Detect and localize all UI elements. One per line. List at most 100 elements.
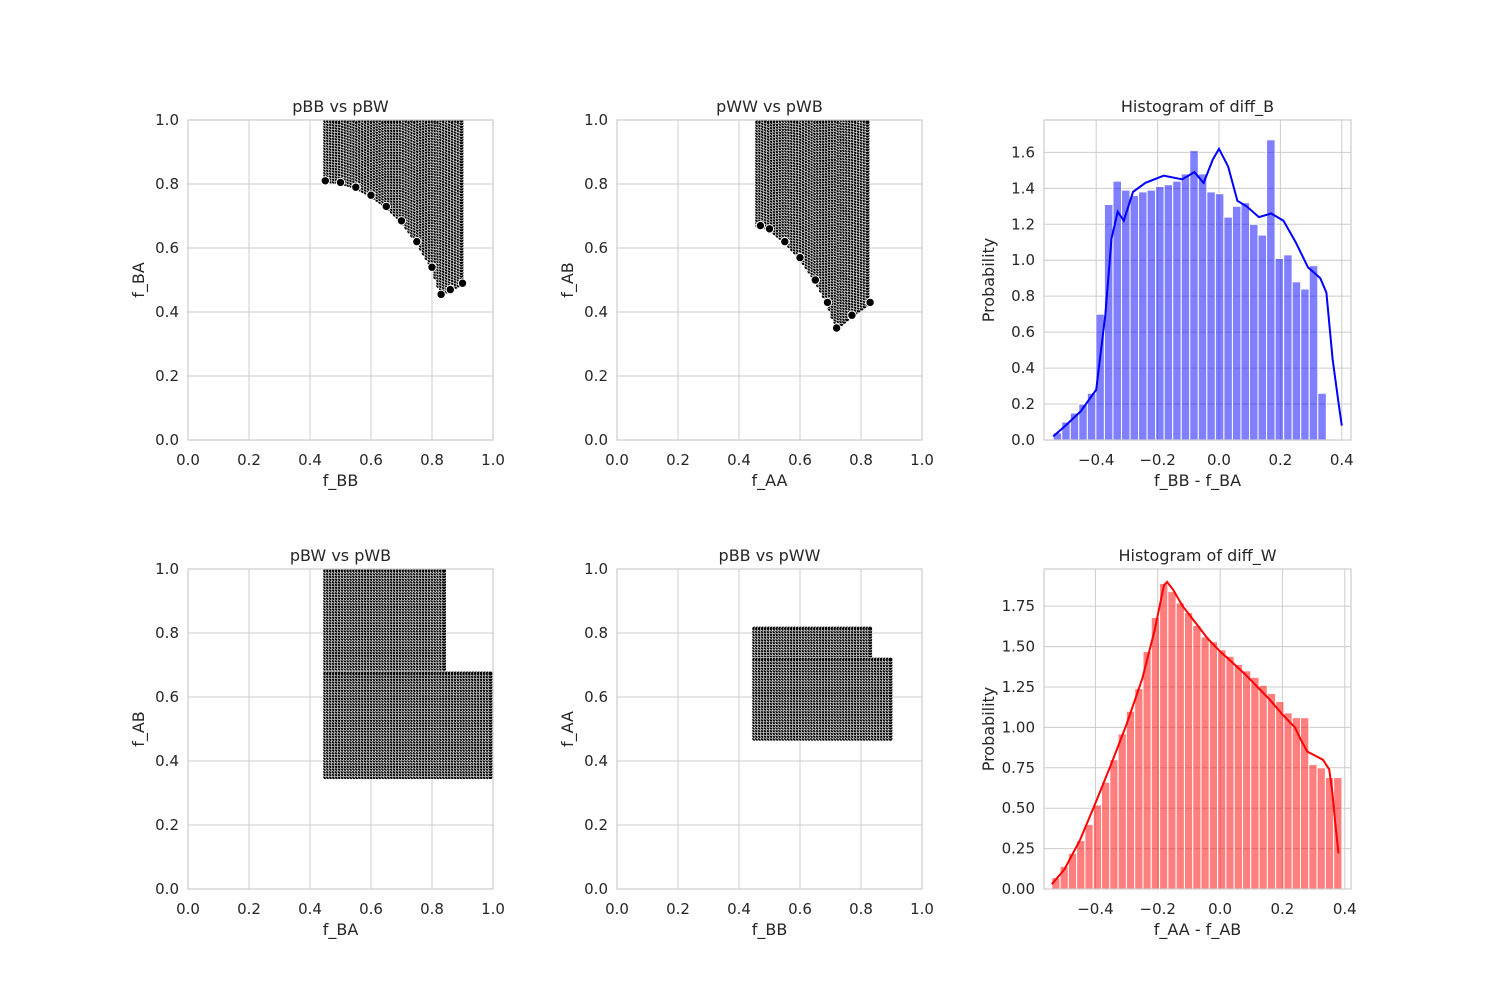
histogram-bar bbox=[1300, 288, 1310, 440]
y-tick-label: 1.0 bbox=[1011, 251, 1035, 269]
histogram-bar bbox=[1291, 281, 1302, 440]
x-tick-label: 0.8 bbox=[849, 451, 873, 469]
boundary-point bbox=[366, 190, 376, 200]
data-marks bbox=[1052, 139, 1343, 440]
chart-panel-1: 0.0 0.2 0.4 0.6 0.8 1.00.00.20.40.60.81.0f_BB… bbox=[129, 97, 505, 491]
plot-frame bbox=[187, 119, 494, 441]
x-tick-label: 0.6 bbox=[359, 451, 383, 469]
panels: 0.0 0.2 0.4 0.6 0.8 1.0 0.0 0.2 0.4 0.6 0.8 1.0 f_BB… bbox=[129, 97, 1357, 940]
histogram-bar bbox=[1172, 180, 1182, 440]
y-tick-label: 0.2 bbox=[155, 367, 179, 385]
histogram-bar bbox=[1266, 139, 1276, 440]
boundary-point bbox=[780, 236, 790, 247]
y-tick-label: 1.0 bbox=[155, 111, 179, 129]
y-axis-title: f_AB bbox=[558, 262, 578, 298]
x-tick-label: 1.0 bbox=[910, 451, 934, 469]
boundary-point bbox=[335, 177, 346, 188]
y-tick-label: 0.6 bbox=[584, 239, 608, 257]
boundary-point bbox=[412, 236, 422, 247]
boundary-point bbox=[831, 323, 842, 333]
data-marks bbox=[322, 569, 493, 780]
kde-line bbox=[1052, 146, 1343, 438]
y-tick-label: 1.6 bbox=[1011, 143, 1035, 161]
y-tick-label: 0.2 bbox=[1011, 395, 1035, 413]
boundary-point bbox=[445, 284, 455, 295]
histogram-bar bbox=[1112, 180, 1122, 440]
histogram-bar bbox=[1214, 193, 1225, 440]
chart-panel-3: −0.4 −0.2 0.0 0.2 0.4 0.0 0.2 0.4 0.6 0.8 1.0 1.2 1.… bbox=[979, 97, 1354, 491]
y-tick-label: 0.4 bbox=[155, 303, 179, 321]
histogram-bar bbox=[1180, 173, 1191, 440]
y-tick-label: 0.6 bbox=[155, 239, 179, 257]
y-tick-label: 0.2 bbox=[584, 367, 608, 385]
histogram-bar bbox=[1274, 257, 1285, 440]
chart-title: pWW vs pWB bbox=[716, 97, 823, 116]
histogram-bar bbox=[1231, 205, 1242, 440]
chart-title: Histogram of diff_B bbox=[1121, 97, 1274, 117]
histogram-bar bbox=[1163, 184, 1174, 440]
data-marks bbox=[754, 120, 875, 333]
x-axis-title: f_BB - f_BA bbox=[1154, 471, 1241, 491]
chart-panel-4: 0.0 0.2 0.4 0.6 0.8 1.00.00.20.40.60.81.0f_BA… bbox=[129, 546, 505, 940]
histogram-bar bbox=[1146, 189, 1157, 440]
y-axis-title: Probability bbox=[979, 238, 998, 323]
boundary-point bbox=[351, 182, 361, 192]
histogram-bar bbox=[1257, 234, 1268, 440]
x-tick-label: 0.0 bbox=[1207, 451, 1231, 469]
x-axis-title: f_AA bbox=[752, 471, 788, 491]
x-tick-label: 0.4 bbox=[727, 451, 751, 469]
data-marks bbox=[320, 120, 468, 300]
chart-panel-2: 0.0 0.2 0.4 0.6 0.8 1.00.00.20.40.60.81.0f_AA… bbox=[558, 97, 934, 491]
y-tick-label: 0.8 bbox=[584, 175, 608, 193]
scatter-point bbox=[864, 120, 871, 125]
x-tick-label: −0.2 bbox=[1139, 451, 1175, 469]
y-tick-label: 0.0 bbox=[1011, 431, 1035, 449]
histogram-bar bbox=[1249, 223, 1259, 440]
plot-frame bbox=[1043, 119, 1352, 441]
plot-frame bbox=[616, 119, 923, 441]
y-tick-label: 0.6 bbox=[1011, 323, 1035, 341]
histogram-bar bbox=[1189, 150, 1199, 440]
y-tick-label: 1.4 bbox=[1011, 179, 1035, 197]
x-tick-label: 0.2 bbox=[237, 451, 261, 469]
x-tick-label: 0.6 bbox=[788, 451, 812, 469]
x-tick-label: 1.0 bbox=[481, 451, 505, 469]
histogram-bar bbox=[1223, 216, 1233, 440]
boundary-point bbox=[755, 220, 766, 231]
histogram-bar bbox=[1129, 195, 1140, 440]
boundary-point bbox=[764, 224, 775, 234]
x-tick-label: −0.4 bbox=[1078, 451, 1114, 469]
x-tick-label: 0.2 bbox=[1268, 451, 1292, 469]
x-tick-label: 0.0 bbox=[605, 451, 629, 469]
x-tick-label: 0.4 bbox=[1330, 451, 1354, 469]
boundary-point bbox=[795, 252, 805, 263]
y-tick-label: 0.8 bbox=[155, 175, 179, 193]
histogram-bar bbox=[1155, 186, 1165, 440]
y-tick-label: 1.2 bbox=[1011, 215, 1035, 233]
histogram-bar bbox=[1317, 392, 1327, 440]
y-tick-label: 0.4 bbox=[1011, 359, 1035, 377]
x-axis-title: f_BB bbox=[323, 471, 359, 491]
histogram-bar bbox=[1120, 189, 1131, 440]
boundary-point bbox=[320, 176, 330, 186]
y-tick-label: 0.0 bbox=[584, 431, 608, 449]
y-axis-title: f_BA bbox=[129, 262, 149, 298]
y-tick-label: 0.4 bbox=[584, 303, 608, 321]
histogram-bar bbox=[1206, 191, 1216, 440]
boundary-point bbox=[396, 216, 407, 226]
x-tick-label: 0.4 bbox=[298, 451, 322, 469]
x-tick-label: 0.8 bbox=[420, 451, 444, 469]
histogram-bar bbox=[1138, 191, 1148, 440]
boundary-point bbox=[810, 275, 820, 285]
boundary-point bbox=[847, 310, 857, 320]
boundary-point bbox=[865, 297, 875, 308]
y-tick-label: 0.0 bbox=[155, 431, 179, 449]
boundary-point bbox=[427, 262, 437, 272]
y-tick-label: 0.8 bbox=[1011, 287, 1035, 305]
y-tick-label: 1.0 bbox=[584, 111, 608, 129]
histogram-bar bbox=[1197, 173, 1208, 440]
boundary-point bbox=[457, 278, 468, 288]
chart-title: pBB vs pBW bbox=[292, 97, 389, 116]
boundary-point bbox=[436, 289, 446, 300]
